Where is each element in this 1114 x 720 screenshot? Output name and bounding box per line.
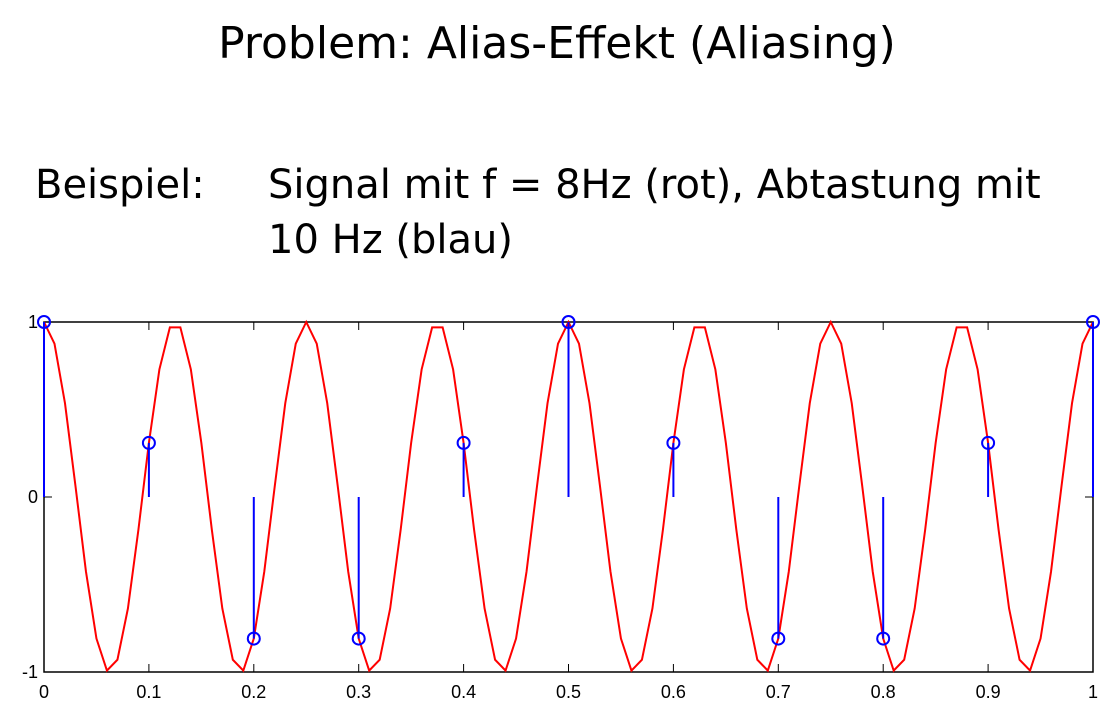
x-tick-label: 0.8 xyxy=(871,682,896,702)
x-tick-label: 0.6 xyxy=(661,682,686,702)
sample-marker xyxy=(1086,315,1100,329)
x-tick-label: 0.2 xyxy=(241,682,266,702)
description-line: Signal mit f = 8Hz (rot), Abtastung mit xyxy=(268,162,1041,208)
x-tick-label: 0.4 xyxy=(451,682,476,702)
x-tick-label: 0.3 xyxy=(346,682,371,702)
sample-marker xyxy=(981,435,996,450)
example-label: Beispiel: xyxy=(35,162,205,208)
sample-marker xyxy=(561,315,576,329)
y-tick-label: -1 xyxy=(22,662,38,682)
y-tick-label: 0 xyxy=(28,487,38,507)
x-tick-label: 0.7 xyxy=(766,682,791,702)
sample-marker xyxy=(37,315,51,329)
x-tick-label: 0.9 xyxy=(976,682,1001,702)
x-tick-label: 0.5 xyxy=(556,682,581,702)
x-tick-label: 0 xyxy=(39,682,49,702)
sample-marker xyxy=(246,631,261,646)
sample-marker xyxy=(666,435,681,450)
sample-marker xyxy=(876,631,891,646)
sample-marker xyxy=(771,631,786,646)
sample-marker xyxy=(141,435,156,450)
sample-marker xyxy=(456,435,471,450)
x-tick-label: 0.1 xyxy=(136,682,161,702)
y-tick-label: 1 xyxy=(28,312,38,332)
slide-title: Problem: Alias-Effekt (Aliasing) xyxy=(218,18,896,69)
sample-marker xyxy=(351,631,366,646)
x-tick-label: 1 xyxy=(1088,682,1098,702)
description-line: 10 Hz (blau) xyxy=(268,217,513,263)
